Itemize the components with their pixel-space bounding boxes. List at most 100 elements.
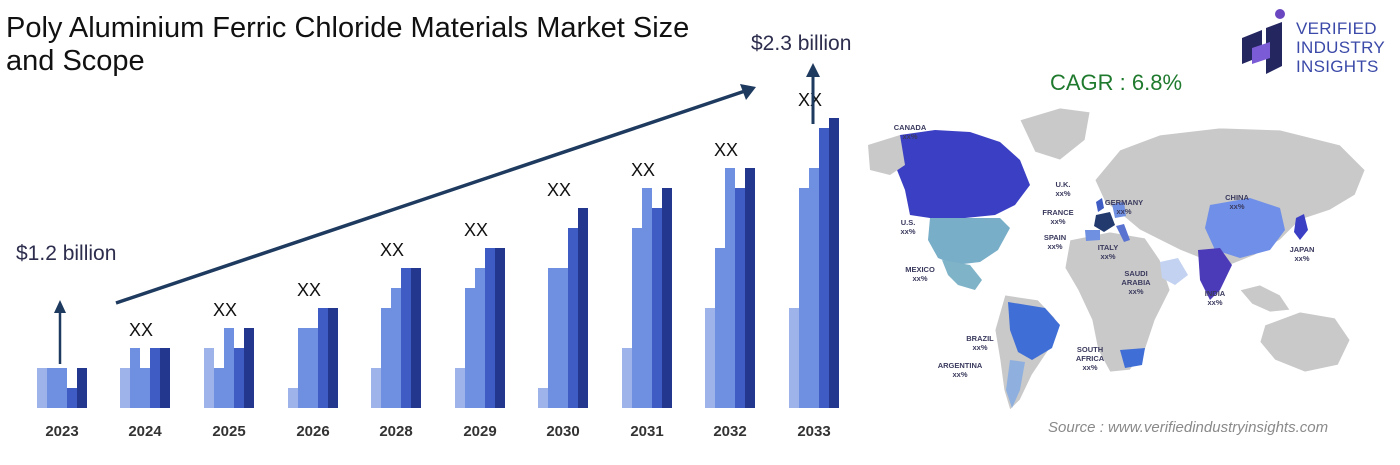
map-label-china: CHINA xx%: [1225, 193, 1249, 211]
bar-2029-1: [455, 368, 465, 408]
japan-shape: [1294, 214, 1308, 240]
bar-chart: 2023 2024 2025 2026 2028 2029 2030 2031 2032 2033…: [16, 32, 851, 440]
bar-2025-3: [224, 328, 234, 408]
bar-label-2028: XX: [380, 240, 404, 260]
bar-2028-5: [411, 268, 421, 408]
x-tick-2030: 2030: [546, 423, 579, 440]
logo-text-line1: VERIFIED: [1296, 19, 1377, 38]
bar-2026-2: [298, 328, 308, 408]
map-label-saudi-arabia: SAUDI ARABIA xx%: [1121, 269, 1151, 296]
bar-2030-2: [548, 268, 558, 408]
australia-shape: [1259, 311, 1351, 373]
mexico-shape: [942, 260, 982, 290]
bar-2029-5: [495, 248, 505, 408]
bar-label-2025: XX: [213, 300, 237, 320]
cagr-label: CAGR : 6.8%: [1050, 70, 1183, 95]
bar-2033-2: [799, 188, 809, 408]
spain-shape: [1085, 230, 1100, 241]
end-value-label: $2.3 billion: [751, 32, 851, 55]
south-africa-shape: [1120, 348, 1145, 368]
uk-shape: [1096, 198, 1104, 212]
bar-2033-1: [789, 308, 799, 408]
x-tick-2028: 2028: [379, 423, 412, 440]
bar-2030-5: [578, 208, 588, 408]
saudi-arabia-shape: [1160, 258, 1188, 285]
x-tick-2023: 2023: [45, 423, 78, 440]
map-label-france: FRANCE xx%: [1042, 208, 1073, 226]
start-arrowhead: [54, 300, 66, 313]
bar-2028-2: [381, 308, 391, 408]
bar-2028-3: [391, 288, 401, 408]
argentina-shape: [1006, 360, 1025, 408]
map-label-germany: GERMANY xx%: [1105, 198, 1143, 216]
bar-2029-3: [475, 268, 485, 408]
bar-value-labels: XX XX XX XX XX XX XX XX XX: [129, 90, 822, 340]
bar-2033-5: [829, 118, 839, 408]
map-label-south-africa: SOUTH AFRICA xx%: [1076, 345, 1105, 372]
southeast-asia-shape: [1239, 284, 1291, 313]
brand-logo: VERIFIED INDUSTRY INSIGHTS: [1238, 8, 1398, 80]
bar-2031-5: [662, 188, 672, 408]
bar-2032-5: [745, 168, 755, 408]
map-label-canada: CANADA xx%: [894, 123, 927, 141]
bar-2031-2: [632, 228, 642, 408]
logo-text-line3: INSIGHTS: [1296, 57, 1379, 76]
source-note: Source : www.verifiedindustryinsights.co…: [1048, 419, 1329, 436]
x-tick-2032: 2032: [713, 423, 746, 440]
map-label-spain: SPAIN xx%: [1044, 233, 1066, 251]
map-label-mexico: MEXICO xx%: [905, 265, 935, 283]
bar-2023-1: [37, 368, 47, 408]
india-shape: [1198, 248, 1232, 300]
bar-2023-2: [47, 368, 57, 408]
bar-2028-1: [371, 368, 381, 408]
logo-mark-icon: [1242, 9, 1285, 74]
bar-label-2033: XX: [798, 90, 822, 110]
bar-2024-5: [160, 348, 170, 408]
bar-2023-4: [67, 388, 77, 408]
bar-2030-1: [538, 388, 548, 408]
x-tick-2025: 2025: [212, 423, 245, 440]
eurasia-shape: [1094, 127, 1366, 266]
bar-2032-2: [715, 248, 725, 408]
canada-shape: [895, 130, 1030, 218]
bar-2024-1: [120, 368, 130, 408]
germany-shape: [1112, 202, 1126, 218]
bar-2025-1: [204, 348, 214, 408]
bar-2030-4: [568, 228, 578, 408]
brazil-shape: [1008, 302, 1060, 360]
map-label-u-s-: U.S. xx%: [900, 218, 915, 236]
bar-2028-4: [401, 268, 411, 408]
bar-label-2024: XX: [129, 320, 153, 340]
bar-2030-3: [558, 268, 568, 408]
bar-2033-3: [809, 168, 819, 408]
us-shape: [928, 218, 1010, 265]
bar-2032-3: [725, 168, 735, 408]
x-tick-2024: 2024: [128, 423, 162, 440]
bar-2026-4: [318, 308, 328, 408]
trend-arrow: [115, 88, 749, 305]
china-shape: [1205, 198, 1285, 258]
alaska-shape: [868, 135, 905, 175]
bar-label-2030: XX: [547, 180, 571, 200]
bar-label-2031: XX: [631, 160, 655, 180]
map-label-india: INDIA xx%: [1205, 289, 1226, 307]
bar-2032-4: [735, 188, 745, 408]
bar-2023-3: [57, 368, 67, 408]
bar-2023-5: [77, 368, 87, 408]
trend-arrowhead: [740, 84, 756, 100]
bar-label-2026: XX: [297, 280, 321, 300]
bar-2026-1: [288, 388, 298, 408]
map-label-italy: ITALY xx%: [1098, 243, 1118, 261]
bar-2026-3: [308, 328, 318, 408]
map-label-argentina: ARGENTINA xx%: [938, 361, 983, 379]
x-tick-2026: 2026: [296, 423, 329, 440]
bar-2024-4: [150, 348, 160, 408]
bar-2029-4: [485, 248, 495, 408]
greenland-shape: [1019, 107, 1091, 161]
map-label-brazil: BRAZIL xx%: [966, 334, 994, 352]
world-map: CANADA xx% U.S. xx% MEXICO xx% BRAZIL xx% ARGENT…: [868, 107, 1366, 411]
bar-2033-4: [819, 128, 829, 408]
x-axis-labels: 2023 2024 2025 2026 2028 2029 2030 2031 2032 2033: [45, 423, 830, 440]
france-shape: [1094, 212, 1115, 232]
italy-shape: [1116, 224, 1130, 242]
